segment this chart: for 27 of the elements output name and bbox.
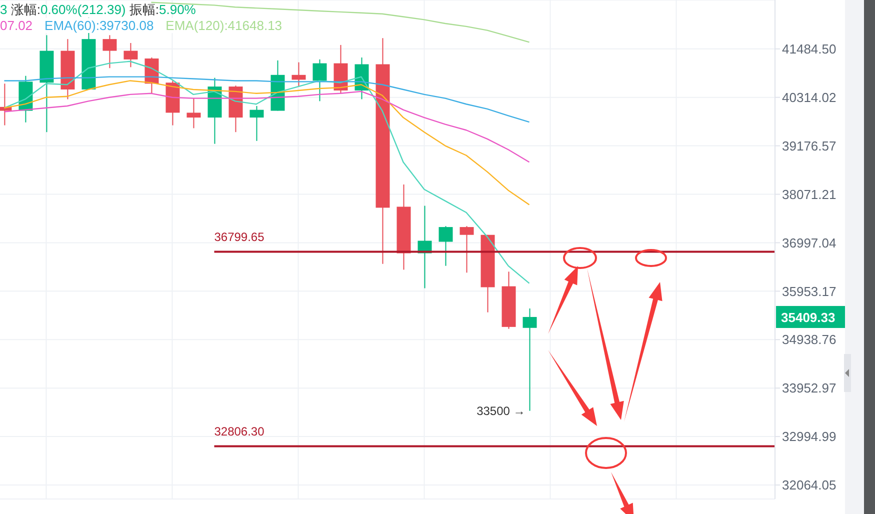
annotation: 33500 →: [476, 404, 526, 418]
candlestick: [522, 308, 537, 412]
y-tick-label: 41484.50: [782, 42, 836, 57]
ref-line-label: 32806.30: [214, 424, 265, 438]
candlestick: [102, 34, 117, 69]
y-tick-label: 39176.57: [782, 138, 836, 154]
y-tick-label: 32994.99: [782, 429, 836, 444]
y-tick-label: 36997.04: [782, 235, 836, 250]
text: 07.02: [0, 18, 33, 33]
candlestick: [292, 62, 306, 88]
y-tick-label: 33952.97: [782, 380, 836, 396]
candlestick: [460, 226, 474, 274]
annotation: 3 涨幅:0.60%(212.39) 振幅:5.90%: [0, 2, 196, 17]
candlestick: [186, 98, 201, 129]
ref-line-label: 36799.65: [214, 230, 265, 244]
y-tick-label: 38071.21: [782, 186, 836, 202]
candlestick: [250, 105, 264, 142]
y-tick-label: 35953.17: [782, 284, 836, 299]
series-label: EMA(120):41648.13: [166, 18, 282, 33]
text: EMA(60):39730.08: [44, 18, 154, 33]
y-tick-label: 34938.76: [782, 332, 836, 348]
candlestick: [438, 226, 453, 266]
candlestick: [124, 42, 138, 68]
candlestick: [312, 58, 327, 102]
text: 35409.33: [781, 310, 836, 325]
y-tick-label: 40314.02: [782, 90, 836, 105]
y-tick-label: 32064.05: [782, 478, 836, 493]
